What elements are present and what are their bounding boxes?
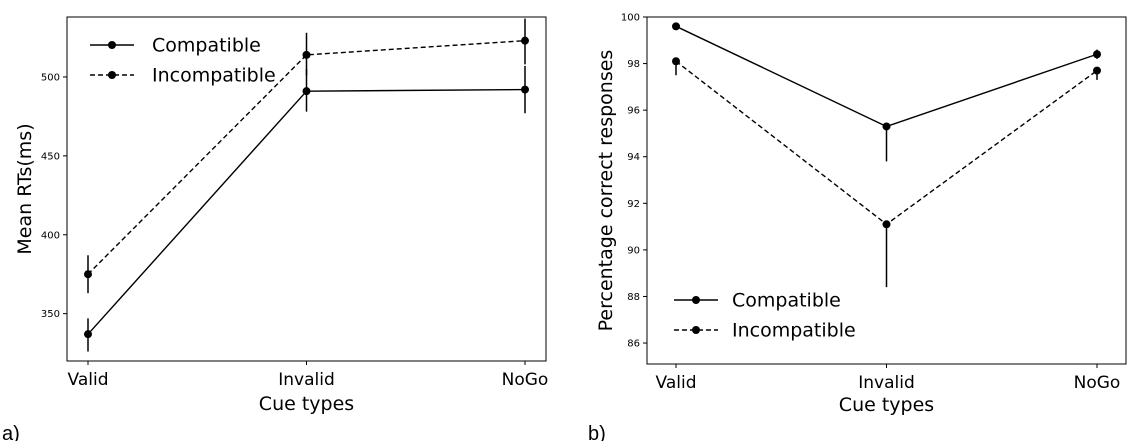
incompatible-data-point — [672, 57, 680, 66]
y-tick-label: 450 — [41, 151, 60, 162]
compatible-data-point — [521, 85, 529, 94]
incompatible-data-point — [302, 50, 311, 59]
incompatible-data-point — [84, 270, 92, 279]
x-tick-label: NoGo — [1074, 373, 1121, 393]
x-tick-label: Invalid — [278, 370, 335, 390]
incompatible-data-point — [1093, 66, 1101, 75]
compatible-series-line — [87, 88, 526, 335]
panel-label: a) — [2, 423, 20, 441]
legend-label-incompatible: Incompatible — [732, 320, 856, 342]
legend-marker-compatible — [108, 41, 116, 49]
y-tick-label: 96 — [627, 106, 640, 117]
y-tick-label: 100 — [621, 13, 640, 24]
compatible-data-point — [882, 122, 891, 131]
y-tick-label: 92 — [627, 199, 640, 210]
y-axis-title: Percentage correct responses — [595, 50, 617, 332]
legend-marker-compatible — [692, 296, 700, 304]
y-tick-label: 98 — [627, 59, 640, 70]
y-tick-label: 88 — [627, 292, 640, 303]
legend-label-compatible: Compatible — [732, 290, 841, 312]
compatible-data-point — [1093, 50, 1101, 59]
x-axis-title: Cue types — [259, 393, 354, 415]
x-tick-label: Valid — [656, 373, 697, 393]
legend-label-incompatible: Incompatible — [152, 65, 276, 87]
y-tick-label: 86 — [627, 339, 640, 350]
compatible-data-point — [672, 22, 680, 31]
x-tick-label: NoGo — [502, 370, 549, 390]
compatible-series-line — [675, 25, 1098, 128]
legend-marker-incompatible — [108, 71, 116, 79]
compatible-data-point — [302, 87, 311, 96]
y-tick-label: 350 — [41, 309, 60, 320]
incompatible-data-point — [521, 36, 529, 45]
x-tick-label: Invalid — [858, 373, 915, 393]
y-axis-title: Mean RTs(ms) — [14, 123, 36, 254]
y-tick-label: 500 — [41, 72, 60, 83]
y-tick-label: 400 — [41, 230, 60, 241]
y-tick-label: 94 — [627, 152, 640, 163]
compatible-data-point — [84, 330, 92, 339]
incompatible-data-point — [882, 220, 891, 229]
legend-marker-incompatible — [692, 326, 700, 334]
panel-label: b) — [588, 423, 606, 441]
x-axis-title: Cue types — [839, 394, 934, 416]
y-tick-label: 90 — [627, 245, 640, 256]
legend-label-compatible: Compatible — [152, 35, 261, 57]
x-tick-label: Valid — [68, 370, 109, 390]
